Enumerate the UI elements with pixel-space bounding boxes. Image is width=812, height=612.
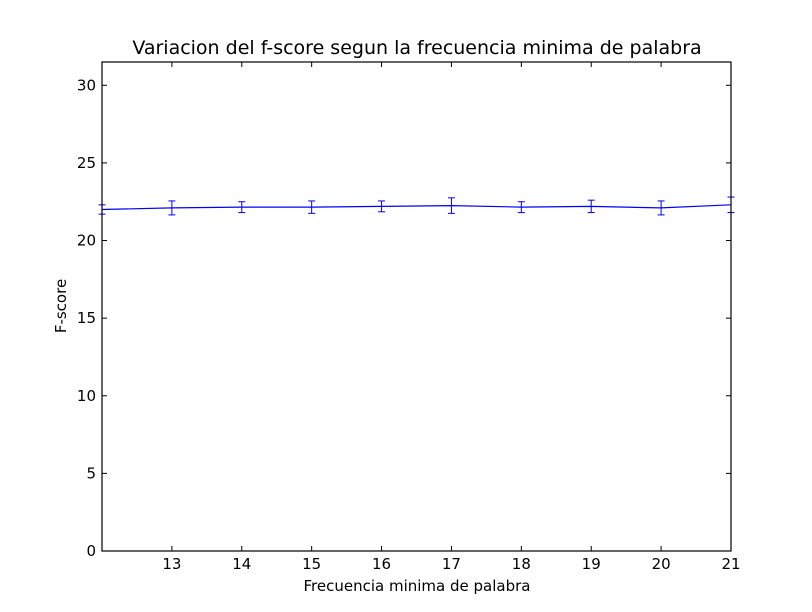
y-axis-label: F-score [52,279,70,333]
y-tick-label-0: 0 [86,542,96,560]
y-tick-label-10: 10 [77,387,96,405]
x-tick-label-21: 21 [721,555,740,573]
error-bar-15 [308,200,316,214]
y-tick-label-5: 5 [86,464,96,482]
x-tick-label-17: 17 [442,555,461,573]
series-layer [98,196,735,216]
y-tick-label-20: 20 [77,232,96,250]
x-axis-label: Frecuencia minima de palabra [304,577,531,595]
x-tick-label-15: 15 [302,555,321,573]
x-tick-label-18: 18 [512,555,531,573]
error-bar-19 [587,199,595,214]
error-bar-16 [378,200,386,213]
error-bar-14 [238,201,246,214]
y-tick-label-25: 25 [77,154,96,172]
ticks-layer: 0 5 10 15 20 25 30 13 14 15 16 17 18 19 20 21 [77,62,741,573]
x-tick-label-19: 19 [582,555,601,573]
plot-frame [101,61,732,552]
x-tick-label-14: 14 [232,555,251,573]
series-line-0 [101,204,732,211]
y-tick-label-30: 30 [77,76,96,94]
error-bar-17 [447,197,455,214]
chart-title: Variacion del f-score segun la frecuenci… [132,37,701,59]
error-bar-20 [657,200,665,216]
x-tick-label-13: 13 [162,555,181,573]
error-bar-13 [168,200,176,216]
y-tick-label-15: 15 [77,309,96,327]
error-bar-18 [517,201,525,214]
x-tick-label-16: 16 [372,555,391,573]
x-tick-label-20: 20 [652,555,671,573]
